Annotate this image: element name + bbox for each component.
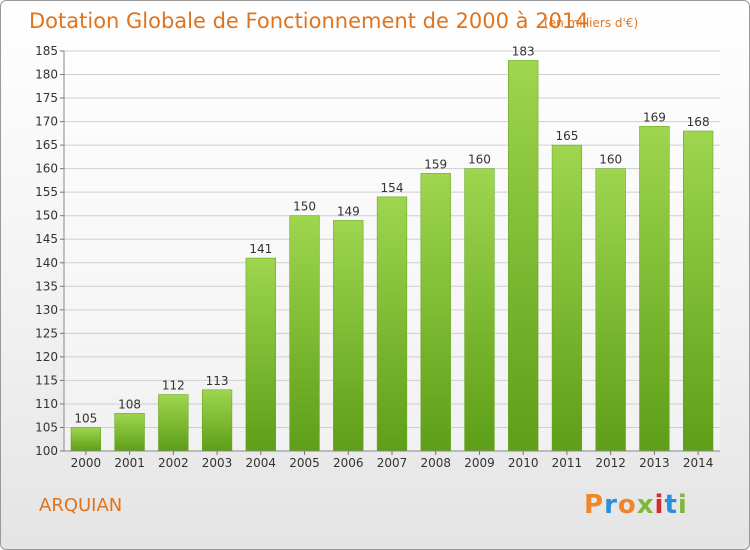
bar-2002 (158, 394, 189, 452)
x-tick-label-2009: 2009 (464, 456, 495, 470)
x-tick-label-2003: 2003 (202, 456, 233, 470)
y-axis: 100 105 110 115 120 125 130 135 140 145 150 155 160 1… (35, 44, 65, 458)
bars: 105 108 112 113 141 150 149 154 159 160 183 165 160 1… (70, 44, 714, 452)
y-tick-label: 130 (35, 303, 58, 317)
bar-2006 (333, 220, 364, 452)
bar-2004 (245, 257, 276, 452)
data-label-2003: 113 (206, 374, 229, 388)
x-tick-label-2010: 2010 (508, 456, 539, 470)
y-tick-label: 170 (35, 115, 58, 129)
bar-2014 (683, 130, 714, 452)
bar-2009 (464, 168, 495, 452)
x-tick-label-2012: 2012 (595, 456, 626, 470)
data-label-2004: 141 (249, 242, 272, 256)
data-label-2000: 105 (74, 411, 97, 425)
x-tick-label-2004: 2004 (246, 456, 277, 470)
bar-2011 (551, 144, 583, 452)
data-label-2011: 165 (555, 129, 578, 143)
y-tick-label: 110 (35, 397, 58, 411)
data-label-2009: 160 (468, 153, 491, 167)
x-tick-label-2013: 2013 (639, 456, 670, 470)
y-tick-label: 105 (35, 420, 58, 434)
y-tick-label: 165 (35, 138, 58, 152)
data-label-2014: 168 (687, 115, 710, 129)
bar-2001 (114, 413, 145, 452)
y-tick-label: 140 (35, 256, 58, 270)
logo-letter: r (604, 490, 618, 520)
bar-2013 (639, 126, 670, 452)
proxiti-logo: Proxiti (584, 490, 688, 520)
logo-letter: x (636, 490, 655, 520)
y-tick-label: 135 (35, 279, 58, 293)
y-tick-label: 155 (35, 185, 58, 199)
x-tick-label-2000: 2000 (71, 456, 102, 470)
y-tick-label: 180 (35, 68, 58, 82)
bar-2000 (70, 427, 101, 452)
y-tick-label: 185 (35, 44, 58, 58)
logo-letter: i (654, 490, 665, 520)
bar-2003 (201, 389, 233, 452)
bar-2008 (420, 173, 451, 452)
y-tick-label: 120 (35, 350, 58, 364)
data-label-2007: 154 (381, 181, 404, 195)
data-label-2005: 150 (293, 200, 316, 214)
bar-2005 (289, 215, 320, 452)
logo-letter: o (617, 490, 637, 520)
x-tick-label-2008: 2008 (420, 456, 451, 470)
chart-title: Dotation Globale de Fonctionnement de 20… (29, 9, 589, 33)
commune-name: ARQUIAN (39, 495, 123, 516)
x-tick-label-2001: 2001 (114, 456, 145, 470)
data-label-2013: 169 (643, 110, 666, 124)
x-tick-label-2006: 2006 (333, 456, 364, 470)
y-tick-label: 125 (35, 326, 58, 340)
x-tick-label-2005: 2005 (289, 456, 320, 470)
data-label-2010: 183 (512, 44, 535, 58)
data-label-2008: 159 (424, 157, 447, 171)
x-tick-label-2014: 2014 (683, 456, 714, 470)
logo-letter: i (677, 490, 688, 520)
y-tick-label: 175 (35, 91, 58, 105)
data-label-2002: 112 (162, 379, 185, 393)
y-tick-label: 150 (35, 209, 58, 223)
bar-2007 (376, 196, 408, 452)
data-label-2006: 149 (337, 204, 360, 218)
x-tick-label-2011: 2011 (552, 456, 583, 470)
chart-subtitle: (en milliers d'€) (544, 16, 639, 30)
y-tick-label: 115 (35, 373, 58, 387)
x-axis: 2000 2001 2002 2003 2004 2005 2006 2007 2008 2009… (64, 450, 720, 470)
x-tick-label-2007: 2007 (377, 456, 408, 470)
y-tick-label: 160 (35, 162, 58, 176)
logo-letter: P (584, 490, 605, 520)
x-tick-label-2002: 2002 (158, 456, 189, 470)
bar-2012 (595, 168, 626, 452)
y-tick-label: 145 (35, 232, 58, 246)
bar-2010 (508, 60, 539, 452)
logo-letter: t (664, 490, 678, 520)
data-label-2012: 160 (599, 153, 622, 167)
data-label-2001: 108 (118, 397, 141, 411)
y-tick-label: 100 (35, 444, 58, 458)
